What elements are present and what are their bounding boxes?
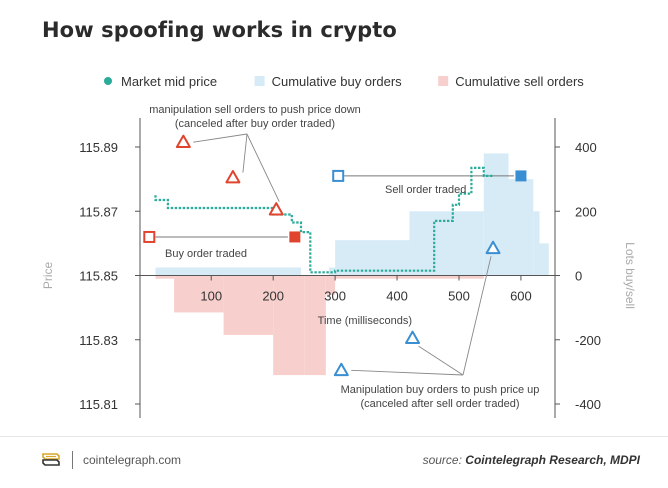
- x-tick-label: 400: [386, 289, 408, 304]
- sell-order-block: [273, 275, 305, 376]
- buy-annotation-leader: [462, 256, 492, 376]
- brand: cointelegraph.com: [40, 450, 181, 470]
- sell-order-block: [155, 275, 175, 279]
- sell-order-block: [304, 275, 326, 376]
- x-tick-label: 300: [324, 289, 346, 304]
- sell-annotation-leader: [193, 133, 248, 143]
- buy-order-block: [539, 243, 549, 276]
- spoof-order-triangle: [485, 240, 501, 255]
- buy-annotation-leader: [351, 369, 464, 376]
- buy-order-block: [409, 211, 484, 276]
- legend-swatch: [104, 77, 112, 85]
- buy-manipulation-annotation: Manipulation buy orders to push price up: [341, 384, 540, 396]
- y-right-tick-label: -400: [575, 397, 601, 412]
- order-placed-marker: [332, 169, 345, 182]
- buy-manipulation-annotation: (canceled after sell order traded): [361, 398, 520, 410]
- legend-item: Cumulative sell orders: [438, 74, 584, 89]
- source-prefix: source:: [422, 453, 462, 467]
- sell-manipulation-annotation: (canceled after buy order traded): [175, 118, 335, 130]
- buy-annotation-leader: [418, 345, 464, 376]
- buy-order-traded-label: Buy order traded: [165, 248, 247, 260]
- y-right-tick-label: 200: [575, 204, 597, 219]
- y-left-tick-label: 115.89: [79, 140, 118, 155]
- footer-divider: [0, 436, 668, 437]
- brand-separator: [72, 451, 73, 469]
- y-left-tick-label: 115.81: [79, 397, 118, 412]
- source-text: Cointelegraph Research, MDPI: [465, 453, 640, 467]
- legend-label: Market mid price: [121, 74, 217, 89]
- spoof-order-triangle: [333, 362, 349, 377]
- sell-order-block: [174, 275, 224, 313]
- y-left-tick-label: 115.85: [79, 269, 118, 284]
- y-left-axis-label: Price: [41, 262, 55, 290]
- y-right-tick-label: 0: [575, 269, 582, 284]
- buy-order-block: [483, 153, 509, 276]
- x-tick-label: 600: [510, 289, 532, 304]
- legend-swatch: [438, 76, 449, 86]
- spoof-order-triangle: [225, 170, 241, 184]
- legend-label: Cumulative sell orders: [455, 74, 584, 89]
- mid-price-line: [154, 166, 494, 274]
- y-right-tick-label: 400: [575, 140, 597, 155]
- legend-swatch: [254, 76, 265, 86]
- buy-order-block: [508, 179, 534, 276]
- legend: Market mid price Cumulative buy orders Cum…: [104, 74, 584, 89]
- x-tick-label: 500: [448, 289, 470, 304]
- legend-item: Cumulative buy orders: [254, 74, 403, 89]
- sell-order-traded-label: Sell order traded: [385, 184, 466, 196]
- buy-order-block: [155, 267, 302, 276]
- brand-name: cointelegraph.com: [83, 453, 182, 467]
- source-credit: source: Cointelegraph Research, MDPI: [423, 453, 640, 467]
- order-placed-marker: [143, 230, 156, 243]
- y-right-tick-label: -200: [575, 333, 601, 348]
- spoof-order-triangle: [175, 134, 191, 149]
- y-left-tick-label: 115.83: [79, 333, 118, 348]
- chart-title: How spoofing works in crypto: [42, 18, 397, 42]
- legend-label: Cumulative buy orders: [272, 74, 403, 89]
- legend-item: Market mid price: [104, 74, 217, 89]
- x-tick-label: 200: [262, 289, 284, 304]
- sell-order-block: [325, 275, 336, 295]
- sell-annotation-leader: [242, 133, 248, 173]
- order-traded-marker: [289, 231, 301, 243]
- order-traded-marker: [515, 170, 527, 182]
- spoofing-chart: Market mid price Cumulative buy orders Cum…: [41, 74, 637, 418]
- sell-manipulation-annotation: manipulation sell orders to push price d…: [149, 104, 361, 116]
- cointelegraph-logo-icon: [42, 453, 60, 466]
- x-axis-label: Time (milliseconds): [318, 315, 412, 327]
- sell-annotation-leader: [246, 133, 280, 202]
- spoof-order-triangle: [268, 202, 284, 216]
- sell-order-block: [335, 275, 484, 279]
- sell-order-block: [223, 275, 274, 335]
- x-tick-label: 100: [200, 289, 222, 304]
- y-right-axis-label: Lots buy/sell: [623, 242, 637, 309]
- y-left-tick-label: 115.87: [79, 204, 118, 219]
- spoof-order-triangle: [405, 330, 421, 345]
- buy-order-block: [533, 211, 540, 276]
